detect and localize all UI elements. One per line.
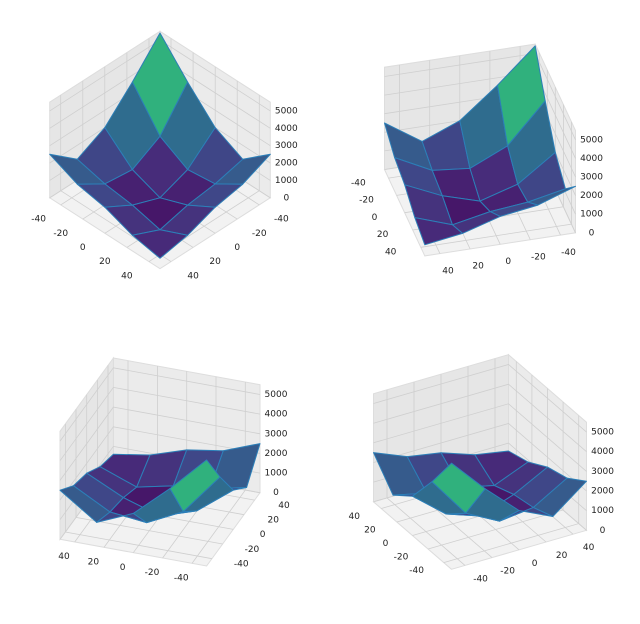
grid-line bbox=[373, 403, 587, 472]
x-tick-label: 40 bbox=[442, 266, 454, 276]
z-tick-label: 2000 bbox=[275, 159, 298, 169]
y-tick-label: 0 bbox=[80, 243, 86, 253]
x-tick-label: 40 bbox=[187, 271, 199, 281]
y-tick-label: 40 bbox=[385, 247, 397, 257]
x-tick-label: 20 bbox=[268, 516, 280, 526]
z-tick-label: 2000 bbox=[591, 487, 614, 497]
surface-patch bbox=[169, 459, 221, 513]
x-tick-label: -40 bbox=[473, 574, 488, 584]
y-tick-label: -40 bbox=[31, 215, 46, 225]
y-tick-label: -40 bbox=[351, 178, 366, 188]
z-tick-label: 0 bbox=[600, 526, 606, 536]
grid-line bbox=[59, 367, 261, 442]
x-tick-label: 40 bbox=[583, 543, 595, 553]
z-tick-label: 3000 bbox=[591, 467, 614, 477]
z-tick-label: 4000 bbox=[265, 410, 288, 420]
x-tick-label: 0 bbox=[505, 257, 511, 267]
y-tick-label: 0 bbox=[372, 213, 378, 223]
x-tick-label: 20 bbox=[209, 257, 221, 267]
surface-patch bbox=[131, 229, 189, 259]
y-tick-label: 20 bbox=[88, 558, 100, 568]
z-tick-label: 0 bbox=[273, 488, 279, 498]
y-tick-label: 20 bbox=[99, 257, 111, 267]
z-tick-label: 2000 bbox=[265, 449, 288, 459]
y-tick-label: -20 bbox=[394, 552, 409, 562]
z-tick-label: 1000 bbox=[580, 210, 603, 220]
y-tick-label: 40 bbox=[121, 271, 133, 281]
x-tick-label: 0 bbox=[532, 559, 538, 569]
grid-line bbox=[59, 386, 261, 461]
x-tick-label: -20 bbox=[245, 545, 260, 555]
y-tick-label: 0 bbox=[383, 539, 389, 549]
grid-line bbox=[373, 364, 587, 433]
x-tick-label: -20 bbox=[500, 567, 515, 577]
z-tick-label: 5000 bbox=[580, 135, 603, 145]
x-tick-label: -20 bbox=[252, 229, 267, 239]
y-tick-label: -20 bbox=[145, 568, 160, 578]
y-tick-label: 40 bbox=[58, 552, 70, 562]
z-tick-label: 3000 bbox=[265, 429, 288, 439]
grid-line bbox=[373, 423, 587, 492]
z-tick-label: 3000 bbox=[275, 141, 298, 151]
z-tick-label: 3000 bbox=[580, 172, 603, 182]
subplot: -40-2002040-40-2002040010002000300040005… bbox=[58, 356, 290, 584]
y-tick-label: -20 bbox=[53, 229, 68, 239]
grid-line bbox=[59, 426, 261, 501]
y-tick-label: -40 bbox=[409, 566, 424, 576]
z-tick-label: 2000 bbox=[580, 191, 603, 201]
grid-line bbox=[373, 383, 587, 453]
x-tick-label: 20 bbox=[556, 551, 568, 561]
z-tick-label: 0 bbox=[283, 193, 289, 203]
y-tick-label: 0 bbox=[120, 563, 126, 573]
z-tick-label: 4000 bbox=[580, 154, 603, 164]
z-tick-label: 1000 bbox=[591, 506, 614, 516]
subplot: -40-2002040-40-2002040010002000300040005… bbox=[349, 353, 614, 584]
x-tick-label: 40 bbox=[278, 501, 290, 511]
y-tick-label: 40 bbox=[349, 512, 361, 522]
x-tick-label: -20 bbox=[531, 252, 546, 262]
z-tick-label: 4000 bbox=[591, 447, 614, 457]
y-tick-label: 20 bbox=[364, 525, 376, 535]
x-tick-label: 20 bbox=[472, 262, 484, 272]
subplot: -40 -20 0 20 40 -40 -20 0 20 40 0 1000 2000 3000 4000 5… bbox=[351, 43, 603, 276]
y-tick-label: -20 bbox=[359, 196, 374, 206]
grid-line bbox=[59, 406, 261, 481]
surface-patch bbox=[431, 462, 486, 514]
z-tick-label: 5000 bbox=[591, 428, 614, 438]
z-tick-label: 5000 bbox=[275, 106, 298, 116]
x-tick-label: 0 bbox=[260, 530, 266, 540]
z-tick-label: 5000 bbox=[265, 390, 288, 400]
z-tick-label: 1000 bbox=[275, 176, 298, 186]
z-tick-label: 0 bbox=[589, 228, 595, 238]
x-tick-label: 0 bbox=[234, 243, 240, 253]
x-tick-label: -40 bbox=[561, 248, 576, 258]
y-tick-label: -40 bbox=[174, 574, 189, 584]
x-tick-label: -40 bbox=[274, 215, 289, 225]
y-tick-label: 20 bbox=[377, 230, 389, 240]
z-tick-label: 4000 bbox=[275, 124, 298, 134]
subplot: -40 -20 0 20 40 -40 -20 0 20 40 0 1000 2000 3000 4000 5… bbox=[31, 30, 298, 281]
x-tick-label: -40 bbox=[234, 560, 249, 570]
z-tick-label: 1000 bbox=[265, 469, 288, 479]
surface-patch bbox=[414, 217, 463, 246]
